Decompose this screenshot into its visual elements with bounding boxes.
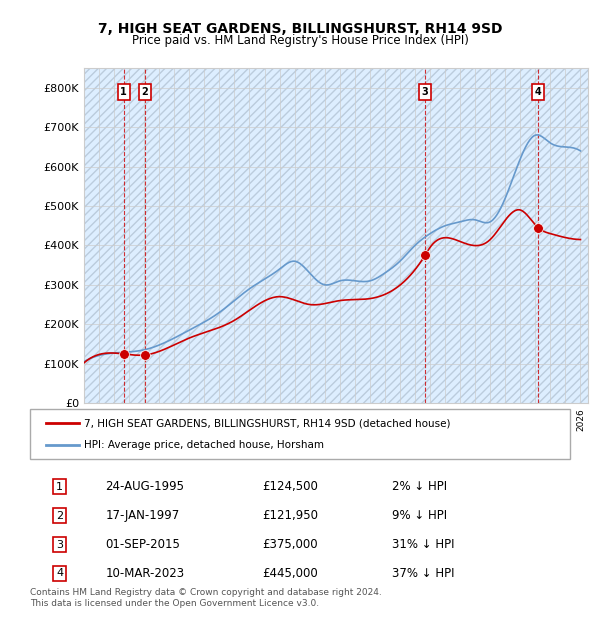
Text: 4: 4 bbox=[56, 569, 63, 578]
Text: 2: 2 bbox=[56, 511, 63, 521]
Text: 3: 3 bbox=[422, 87, 428, 97]
Text: 3: 3 bbox=[56, 539, 63, 549]
Text: 1: 1 bbox=[56, 482, 63, 492]
Text: 7, HIGH SEAT GARDENS, BILLINGSHURST, RH14 9SD: 7, HIGH SEAT GARDENS, BILLINGSHURST, RH1… bbox=[98, 22, 502, 36]
Text: HPI: Average price, detached house, Horsham: HPI: Average price, detached house, Hors… bbox=[84, 440, 324, 450]
Text: 31% ↓ HPI: 31% ↓ HPI bbox=[392, 538, 454, 551]
FancyBboxPatch shape bbox=[30, 409, 570, 459]
Text: 2% ↓ HPI: 2% ↓ HPI bbox=[392, 480, 447, 493]
Text: 10-MAR-2023: 10-MAR-2023 bbox=[106, 567, 185, 580]
Text: Contains HM Land Registry data © Crown copyright and database right 2024.
This d: Contains HM Land Registry data © Crown c… bbox=[30, 588, 382, 608]
Text: 17-JAN-1997: 17-JAN-1997 bbox=[106, 509, 180, 522]
Text: 37% ↓ HPI: 37% ↓ HPI bbox=[392, 567, 454, 580]
Text: £124,500: £124,500 bbox=[262, 480, 318, 493]
Text: 4: 4 bbox=[535, 87, 542, 97]
Text: 1: 1 bbox=[121, 87, 127, 97]
Text: Price paid vs. HM Land Registry's House Price Index (HPI): Price paid vs. HM Land Registry's House … bbox=[131, 34, 469, 47]
Text: 9% ↓ HPI: 9% ↓ HPI bbox=[392, 509, 447, 522]
Text: £375,000: £375,000 bbox=[262, 538, 318, 551]
Text: 01-SEP-2015: 01-SEP-2015 bbox=[106, 538, 181, 551]
Text: £121,950: £121,950 bbox=[262, 509, 318, 522]
Text: £445,000: £445,000 bbox=[262, 567, 318, 580]
Text: 7, HIGH SEAT GARDENS, BILLINGSHURST, RH14 9SD (detached house): 7, HIGH SEAT GARDENS, BILLINGSHURST, RH1… bbox=[84, 418, 451, 428]
Text: 24-AUG-1995: 24-AUG-1995 bbox=[106, 480, 185, 493]
Text: 2: 2 bbox=[142, 87, 148, 97]
